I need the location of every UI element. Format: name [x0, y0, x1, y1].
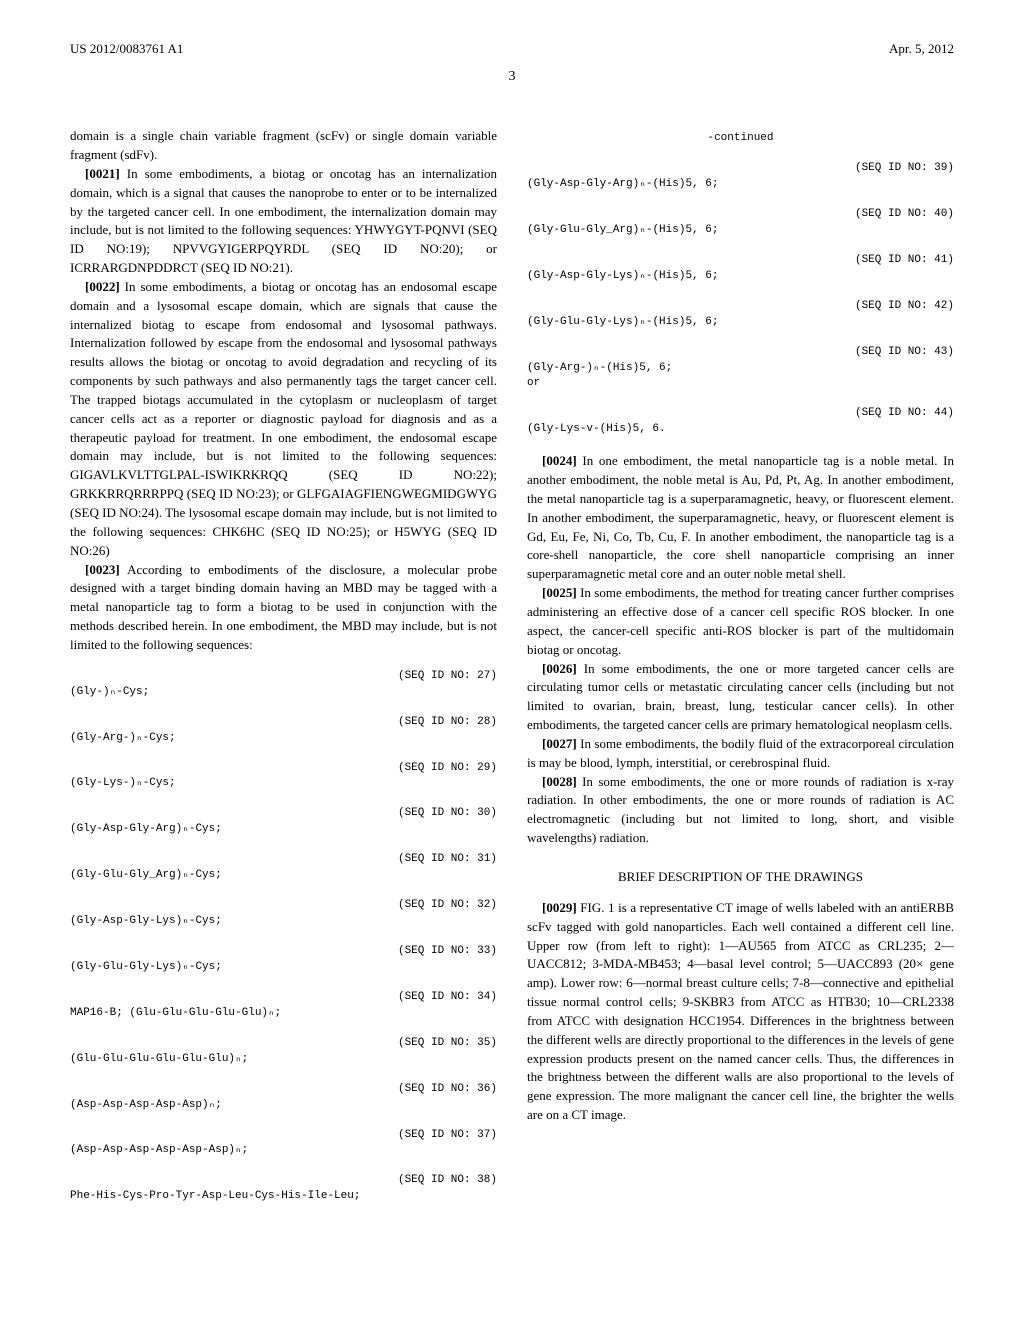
para-0025-text: In some embodiments, the method for trea…	[527, 585, 954, 657]
seq-id: (SEQ ID NO: 27)	[70, 669, 497, 685]
seq-id: (SEQ ID NO: 32)	[70, 898, 497, 914]
para-0024: [0024] In one embodiment, the metal nano…	[527, 452, 954, 584]
seq-body: MAP16-B; (Glu-Glu-Glu-Glu-Glu)ₙ;	[70, 1006, 497, 1022]
para-0027-num: [0027]	[542, 736, 577, 751]
seq-id: (SEQ ID NO: 41)	[527, 253, 954, 269]
seq-body: (Gly-)ₙ-Cys;	[70, 685, 497, 701]
para-0021-num: [0021]	[85, 166, 120, 181]
seq-body: (Gly-Glu-Gly_Arg)ₙ-Cys;	[70, 868, 497, 884]
page-number: 3	[70, 67, 954, 87]
para-0027-text: In some embodiments, the bodily fluid of…	[527, 736, 954, 770]
para-0028: [0028] In some embodiments, the one or m…	[527, 773, 954, 848]
seq-id: (SEQ ID NO: 42)	[527, 299, 954, 315]
seq-body: Phe-His-Cys-Pro-Tyr-Asp-Leu-Cys-His-Ile-…	[70, 1189, 497, 1205]
seq-body: (Gly-Glu-Gly-Lys)ₙ-(His)5, 6;	[527, 315, 954, 331]
patent-date: Apr. 5, 2012	[889, 40, 954, 59]
para-0029: [0029] FIG. 1 is a representative CT ima…	[527, 899, 954, 1125]
seq-id: (SEQ ID NO: 28)	[70, 715, 497, 731]
para-0028-text: In some embodiments, the one or more rou…	[527, 774, 954, 846]
seq-id: (SEQ ID NO: 29)	[70, 761, 497, 777]
para-0028-num: [0028]	[542, 774, 577, 789]
seq-body: (Gly-Arg-)ₙ-Cys;	[70, 731, 497, 747]
seq-body: (Gly-Glu-Gly-Lys)ₙ-Cys;	[70, 960, 497, 976]
seq-body: (Gly-Asp-Gly-Lys)ₙ-(His)5, 6;	[527, 269, 954, 285]
para-0022: [0022] In some embodiments, a biotag or …	[70, 278, 497, 561]
para-0025: [0025] In some embodiments, the method f…	[527, 584, 954, 659]
para-0024-text: In one embodiment, the metal nanoparticl…	[527, 453, 954, 581]
para-0029-num: [0029]	[542, 900, 577, 915]
para-0023-num: [0023]	[85, 562, 120, 577]
para-0023-text: According to embodiments of the disclosu…	[70, 562, 497, 652]
para-0029-text: FIG. 1 is a representative CT image of w…	[527, 900, 954, 1122]
seq-body: (Gly-Asp-Gly-Lys)ₙ-Cys;	[70, 914, 497, 930]
seq-body: (Asp-Asp-Asp-Asp-Asp)ₙ;	[70, 1098, 497, 1114]
seq-id: (SEQ ID NO: 35)	[70, 1036, 497, 1052]
patent-number: US 2012/0083761 A1	[70, 40, 183, 59]
para-0022-text: In some embodiments, a biotag or oncotag…	[70, 279, 497, 558]
seq-id: (SEQ ID NO: 34)	[70, 990, 497, 1006]
seq-body: (Asp-Asp-Asp-Asp-Asp-Asp)ₙ;	[70, 1143, 497, 1159]
right-column: -continued (SEQ ID NO: 39) (Gly-Asp-Gly-…	[527, 127, 954, 1205]
para-lead-in: domain is a single chain variable fragme…	[70, 127, 497, 165]
continued-label: -continued	[527, 131, 954, 147]
para-0022-num: [0022]	[85, 279, 120, 294]
document-header: US 2012/0083761 A1 Apr. 5, 2012	[70, 40, 954, 59]
para-0026: [0026] In some embodiments, the one or m…	[527, 660, 954, 735]
seq-id: (SEQ ID NO: 40)	[527, 207, 954, 223]
sequence-list-left: (SEQ ID NO: 27) (Gly-)ₙ-Cys; (SEQ ID NO:…	[70, 669, 497, 1206]
seq-id: (SEQ ID NO: 33)	[70, 944, 497, 960]
para-0023: [0023] According to embodiments of the d…	[70, 561, 497, 655]
seq-body: (Glu-Glu-Glu-Glu-Glu-Glu)ₙ;	[70, 1052, 497, 1068]
sequence-list-right: (SEQ ID NO: 39) (Gly-Asp-Gly-Arg)ₙ-(His)…	[527, 161, 954, 438]
seq-id: (SEQ ID NO: 36)	[70, 1082, 497, 1098]
seq-id: (SEQ ID NO: 38)	[70, 1173, 497, 1189]
para-0021-text: In some embodiments, a biotag or oncotag…	[70, 166, 497, 275]
left-column: domain is a single chain variable fragme…	[70, 127, 497, 1205]
para-0026-text: In some embodiments, the one or more tar…	[527, 661, 954, 733]
seq-id: (SEQ ID NO: 43)	[527, 345, 954, 361]
seq-body: (Gly-Arg-)ₙ-(His)5, 6; or	[527, 361, 954, 393]
seq-body: (Gly-Glu-Gly_Arg)ₙ-(His)5, 6;	[527, 223, 954, 239]
seq-id: (SEQ ID NO: 31)	[70, 852, 497, 868]
seq-body: (Gly-Asp-Gly-Arg)ₙ-Cys;	[70, 822, 497, 838]
seq-id: (SEQ ID NO: 39)	[527, 161, 954, 177]
section-heading: BRIEF DESCRIPTION OF THE DRAWINGS	[527, 868, 954, 887]
para-0025-num: [0025]	[542, 585, 577, 600]
para-0026-num: [0026]	[542, 661, 577, 676]
seq-body: (Gly-Lys-)ₙ-Cys;	[70, 776, 497, 792]
seq-body: (Gly-Asp-Gly-Arg)ₙ-(His)5, 6;	[527, 177, 954, 193]
para-0024-num: [0024]	[542, 453, 577, 468]
two-column-layout: domain is a single chain variable fragme…	[70, 127, 954, 1205]
seq-body: (Gly-Lys-v-(His)5, 6.	[527, 422, 954, 438]
para-0027: [0027] In some embodiments, the bodily f…	[527, 735, 954, 773]
seq-id: (SEQ ID NO: 44)	[527, 406, 954, 422]
seq-id: (SEQ ID NO: 30)	[70, 806, 497, 822]
para-0021: [0021] In some embodiments, a biotag or …	[70, 165, 497, 278]
seq-id: (SEQ ID NO: 37)	[70, 1128, 497, 1144]
